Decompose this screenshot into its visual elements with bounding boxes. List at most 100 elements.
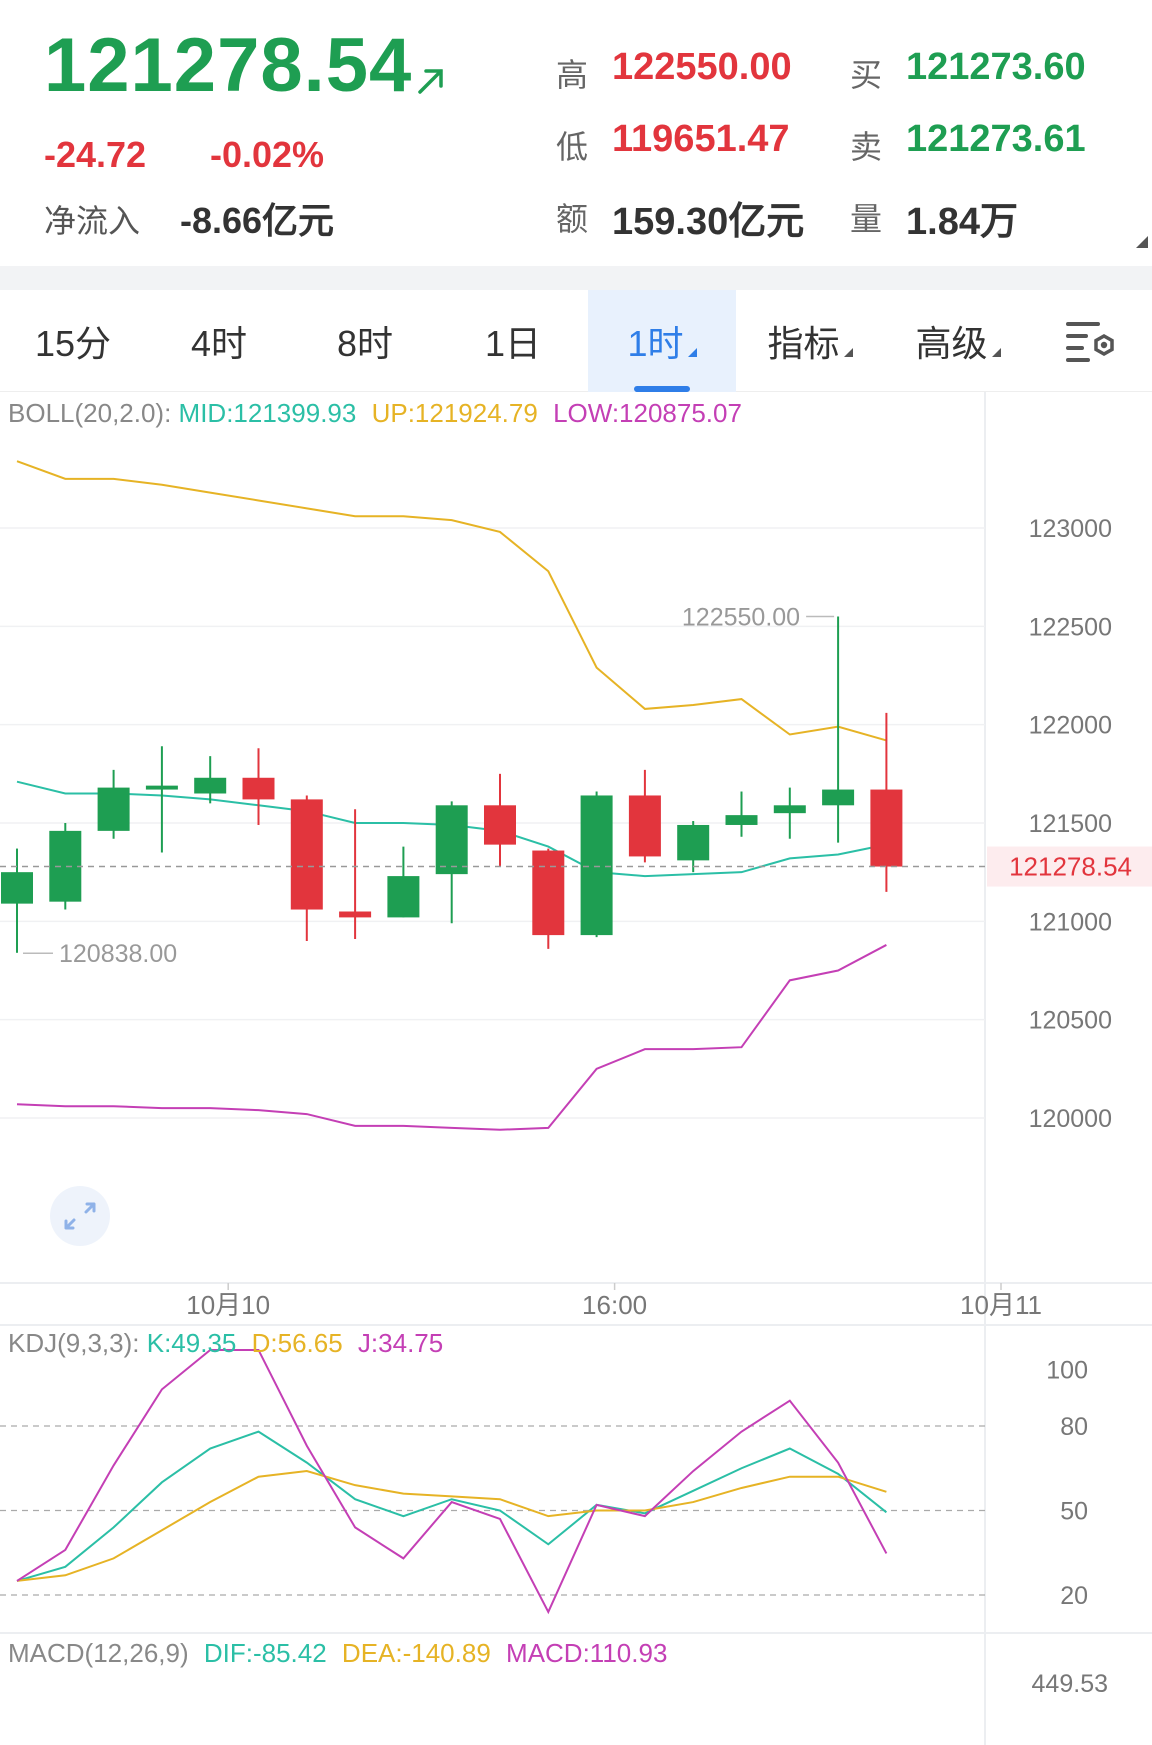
x-tick-label: 16:00 xyxy=(582,1290,647,1320)
min-price-label: 120838.00 xyxy=(59,940,177,968)
bid-label: 买 xyxy=(850,57,883,93)
macd-dea-value: DEA:-140.89 xyxy=(341,1638,491,1668)
tab-label: 指标 xyxy=(767,323,840,364)
expand-arrows-icon xyxy=(64,1202,96,1230)
candle-body xyxy=(725,815,758,825)
kdj-d-value: D:56.65 xyxy=(251,1328,343,1358)
candle-body xyxy=(290,799,323,910)
ask-label: 卖 xyxy=(850,129,883,165)
candle-body xyxy=(822,789,855,806)
net-inflow-value: -8.66亿元 xyxy=(180,200,335,241)
price-change-percent: -0.02% xyxy=(210,134,325,175)
quote-panel: 121278.54 -24.72 -0.02% 净流入 -8.66亿元 高 12… xyxy=(0,0,1152,266)
tab-1d[interactable]: 1日 xyxy=(438,290,588,392)
candle-body xyxy=(145,785,178,790)
macd-y-tick-label: 449.53 xyxy=(1032,1670,1108,1698)
tab-label: 4时 xyxy=(190,323,248,364)
ask-value: 121273.61 xyxy=(906,118,1086,160)
candle-body xyxy=(97,787,130,831)
macd-name: MACD(12,26,9) xyxy=(8,1638,189,1668)
tab-indicators[interactable]: 指标 xyxy=(736,290,884,392)
interval-tabs: 15分 4时 8时 1日 1时 指标 高级 xyxy=(0,290,1152,392)
y-tick-label: 121500 xyxy=(1029,810,1112,838)
x-tick-label: 10月11 xyxy=(960,1290,1042,1320)
section-divider xyxy=(0,266,1152,290)
chart-settings-icon[interactable] xyxy=(1064,318,1118,364)
high-label: 高 xyxy=(556,57,589,93)
kdj-k-value: K:49.35 xyxy=(146,1328,237,1358)
tab-advanced[interactable]: 高级 xyxy=(884,290,1032,392)
expand-corner-icon[interactable] xyxy=(1136,236,1148,248)
tab-8h[interactable]: 8时 xyxy=(292,290,438,392)
y-tick-label: 122000 xyxy=(1029,712,1112,740)
candle-body xyxy=(532,850,565,936)
candle-body xyxy=(435,805,468,875)
bid-value: 121273.60 xyxy=(906,46,1086,88)
kdj-d-line xyxy=(16,1470,887,1582)
candle-body xyxy=(773,805,806,814)
boll-name: BOLL(20,2.0): xyxy=(8,398,172,428)
tab-15min[interactable]: 15分 xyxy=(0,290,146,392)
kdj-y-tick-label: 100 xyxy=(1046,1357,1088,1385)
boll-mid-value: MID:121399.93 xyxy=(178,398,357,428)
price-change: -24.72 xyxy=(44,134,147,175)
current-price-label: 121278.54 xyxy=(1009,852,1132,882)
candle-body xyxy=(628,795,661,857)
volume-label: 量 xyxy=(850,201,883,237)
macd-indicator-row: MACD(12,26,9) DIF:-85.42 DEA:-140.89 MAC… xyxy=(8,1638,675,1669)
amount-value: 159.30亿元 xyxy=(612,201,805,243)
boll-up-value: UP:121924.79 xyxy=(371,398,538,428)
tab-label: 8时 xyxy=(336,323,394,364)
fullscreen-button xyxy=(50,1186,110,1246)
macd-histogram-value: MACD:110.93 xyxy=(506,1638,668,1668)
kdj-name: KDJ(9,3,3): xyxy=(8,1328,140,1358)
tab-label: 1日 xyxy=(484,323,542,364)
last-price: 121278.54 xyxy=(44,23,413,108)
candle-body xyxy=(580,795,613,936)
candle-body xyxy=(1,872,33,904)
candle-body xyxy=(339,911,372,918)
candle-body xyxy=(242,777,275,800)
boll-low-value: LOW:120875.07 xyxy=(553,398,742,428)
kdj-y-tick-label: 50 xyxy=(1060,1498,1088,1526)
low-value: 119651.47 xyxy=(612,118,790,160)
candle-body xyxy=(194,777,227,794)
tab-label: 高级 xyxy=(915,323,988,364)
high-value: 122550.00 xyxy=(612,46,792,88)
boll-lower-line xyxy=(16,944,887,1131)
kdj-indicator-row: KDJ(9,3,3): K:49.35 D:56.65 J:34.75 xyxy=(8,1328,451,1359)
candle-body xyxy=(870,789,903,867)
amount-label: 额 xyxy=(556,201,589,237)
dropdown-triangle-icon xyxy=(687,347,697,357)
y-tick-label: 121000 xyxy=(1029,908,1112,936)
kdj-j-value: J:34.75 xyxy=(357,1328,444,1358)
dropdown-triangle-icon xyxy=(843,347,853,357)
volume-value: 1.84万 xyxy=(906,201,1018,243)
candle-body xyxy=(484,805,516,845)
tab-4h[interactable]: 4时 xyxy=(146,290,292,392)
kdj-y-tick-label: 20 xyxy=(1060,1582,1088,1610)
kdj-k-line xyxy=(16,1430,888,1582)
y-tick-label: 120000 xyxy=(1029,1105,1112,1133)
y-tick-label: 120500 xyxy=(1029,1007,1112,1035)
kline-chart[interactable]: 120000 120500 121000 121500 122000 122500 1230… xyxy=(0,392,1152,1745)
y-tick-label: 123000 xyxy=(1029,515,1112,543)
kdj-j-line xyxy=(16,1348,888,1615)
y-tick-label: 122500 xyxy=(1029,613,1112,641)
tab-label: 15分 xyxy=(34,323,112,364)
candle-body xyxy=(49,830,82,902)
net-inflow-label: 净流入 xyxy=(44,203,141,239)
tab-1h[interactable]: 1时 xyxy=(588,290,736,392)
arrow-up-right-icon xyxy=(418,69,443,94)
candle-body xyxy=(387,876,420,918)
max-price-label: 122550.00 xyxy=(682,604,800,632)
current-price-tag xyxy=(987,846,1152,887)
macd-dif-value: DIF:-85.42 xyxy=(203,1638,327,1668)
dropdown-triangle-icon xyxy=(991,347,1001,357)
kdj-y-tick-label: 80 xyxy=(1060,1413,1088,1441)
boll-indicator-row: BOLL(20,2.0): MID:121399.93 UP:121924.79… xyxy=(8,398,750,429)
x-tick-label: 10月10 xyxy=(186,1290,270,1320)
chart-canvas: 120000 120500 121000 121500 122000 122500 1230… xyxy=(0,392,1152,1745)
boll-upper-line xyxy=(16,460,887,742)
active-tab-indicator xyxy=(634,386,690,392)
